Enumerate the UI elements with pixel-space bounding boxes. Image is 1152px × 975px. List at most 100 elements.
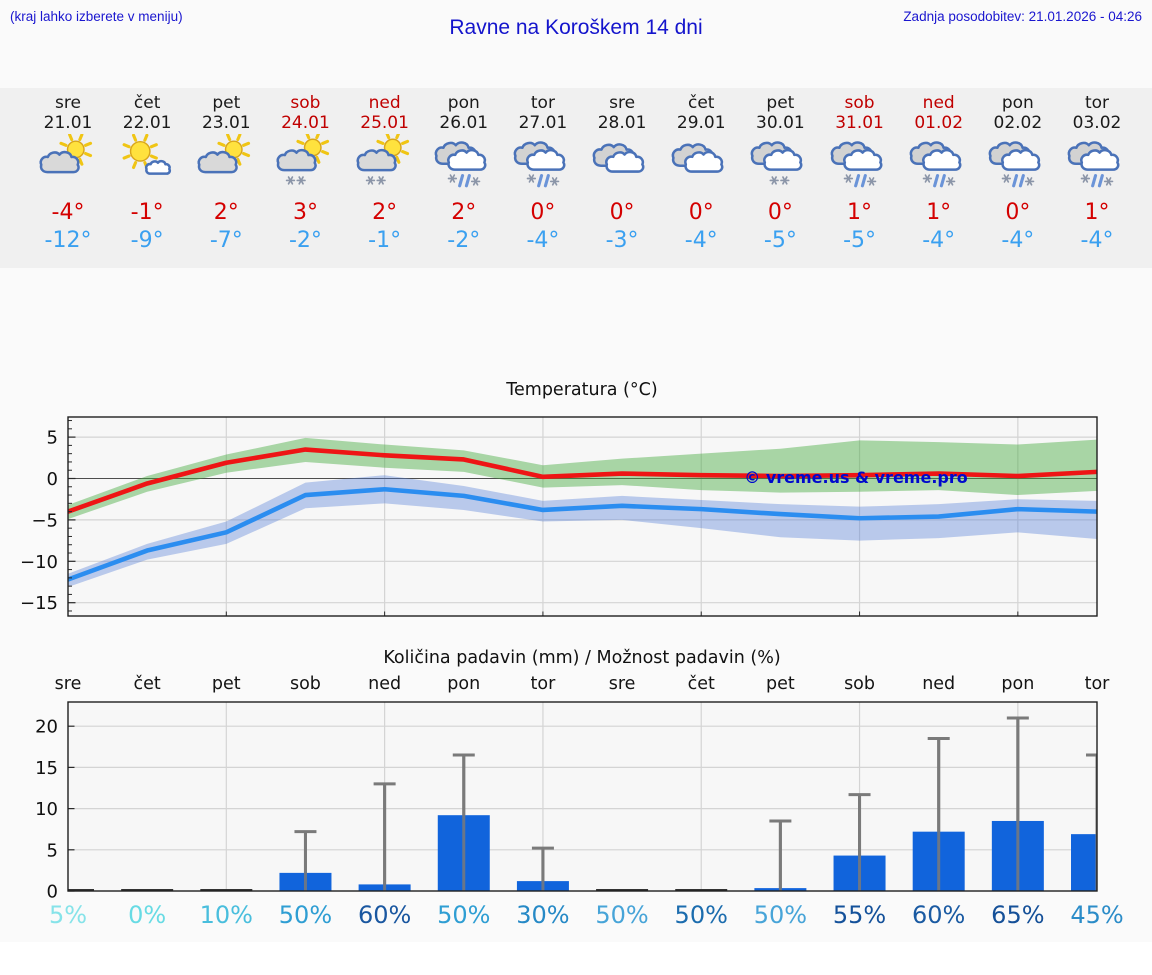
day-name: ned: [368, 93, 401, 113]
temperature-chart: 5 0 −5 −10 −15: [20, 416, 1098, 617]
day-date: 23.01: [201, 113, 251, 133]
temp-ytick-label: 0: [47, 469, 58, 490]
day-name: sob: [290, 93, 321, 113]
weather-icon-clouds: [671, 143, 724, 173]
day-name: sob: [844, 93, 875, 113]
forecast-day-30.01: pet 30.01 0° -5°: [738, 88, 822, 268]
day-date: 01.02: [914, 113, 964, 133]
day-name: pon: [1001, 93, 1034, 113]
low-temp: -4°: [922, 228, 956, 253]
day-name: sre: [609, 93, 636, 113]
precip-day-label: ned: [922, 674, 956, 694]
day-name: pet: [212, 93, 241, 113]
forecast-day-28.01: sre 28.01 0° -3°: [580, 88, 664, 268]
precip-day-label: tor: [530, 674, 556, 694]
day-date: 29.01: [676, 113, 726, 133]
day-date: 25.01: [360, 113, 409, 133]
precip-ytick-label: 0: [47, 882, 58, 903]
precip-probability-value: 10%: [199, 901, 253, 929]
weather-icon-clouds-sleet: [513, 141, 566, 188]
precip-probability-value: 60%: [912, 901, 966, 929]
precip-probability-value: 45%: [1070, 901, 1124, 929]
precipitation-chart: 0 5 10 15 20: [35, 701, 1098, 903]
low-temp: -3°: [605, 228, 639, 253]
forecast-day-24.01: sob 24.01 3° -2°: [263, 88, 347, 268]
high-temp: 0°: [530, 200, 556, 225]
weather-icon-sun-cloud-snow: [356, 131, 409, 185]
high-temp: 0°: [688, 200, 714, 225]
day-date: 30.01: [756, 113, 805, 133]
day-date: 28.01: [597, 113, 647, 133]
weather-icon-clouds-snow: [751, 141, 803, 185]
forecast-day-01.02: ned 01.02 1° -4°: [897, 88, 981, 268]
low-temp: -4°: [684, 228, 718, 253]
day-date: 26.01: [439, 113, 489, 133]
forecast-day-31.01: sob 31.01 1° -5°: [818, 88, 902, 268]
temp-ytick-label: −15: [20, 593, 58, 614]
precip-probability-value: 60%: [357, 901, 412, 929]
temperature-chart-title: Temperatura (°C): [506, 380, 658, 400]
low-temp: -2°: [447, 228, 481, 253]
weather-icon-clouds-sleet: [1067, 141, 1120, 188]
day-name: čet: [133, 93, 161, 113]
day-name: tor: [530, 93, 555, 113]
day-name: sre: [55, 93, 81, 113]
high-temp: 0°: [767, 200, 793, 225]
high-temp: -4°: [51, 200, 85, 225]
high-temp: 2°: [372, 200, 398, 225]
precip-day-label: čet: [133, 674, 161, 694]
menu-hint-note: (kraj lahko izberete v meniju): [10, 9, 183, 24]
precip-day-label: pet: [211, 674, 241, 694]
precip-probability-value: 50%: [437, 901, 491, 929]
weather-icon-sun-small-cloud: [122, 133, 172, 175]
watermark-text: © vreme.us & vreme.pro: [744, 468, 968, 487]
temp-ytick-label: 5: [47, 428, 58, 449]
high-temp: 2°: [451, 200, 477, 225]
precip-day-label: čet: [687, 674, 715, 694]
precip-day-label: sob: [844, 674, 875, 694]
precip-day-label: sre: [608, 674, 636, 694]
forecast-day-22.01: čet 22.01 -1° -9°: [105, 88, 189, 268]
precip-probability-value: 55%: [832, 901, 887, 929]
high-temp: 1°: [847, 200, 873, 225]
day-date: 21.01: [43, 113, 93, 133]
precip-day-label: sre: [54, 674, 82, 694]
low-temp: -1°: [368, 228, 402, 253]
forecast-day-21.01: sre 21.01 -4° -12°: [26, 88, 110, 268]
low-temp: -4°: [1001, 228, 1035, 253]
precip-probability-value: 30%: [516, 901, 570, 929]
precip-day-label: pon: [447, 674, 481, 694]
temp-ytick-label: −10: [20, 552, 58, 573]
low-temp: -7°: [209, 228, 243, 253]
day-name: pet: [766, 93, 795, 113]
high-temp: 2°: [213, 200, 239, 225]
weather-icon-clouds-sleet: [830, 141, 882, 188]
low-temp: -4°: [526, 228, 560, 253]
high-temp: 1°: [1084, 200, 1110, 225]
day-name: pon: [447, 93, 480, 113]
temp-ytick-label: −5: [31, 510, 58, 531]
forecast-days-strip: sre 21.01 -4° -12° čet 22.01 -1° -9° pet 23.01 2° -…: [0, 88, 1152, 268]
weather-icon-clouds-sleet: [909, 141, 962, 188]
high-temp: 0°: [609, 200, 635, 225]
precip-day-label: pet: [766, 674, 795, 694]
weather-icon-clouds-sleet: [988, 141, 1041, 188]
low-temp: -9°: [130, 228, 164, 253]
precip-probability-value: 5%: [48, 901, 88, 929]
forecast-day-26.01: pon 26.01 2° -2°: [422, 88, 506, 268]
forecast-day-23.01: pet 23.01 2° -7°: [184, 88, 268, 268]
high-temp: 1°: [926, 200, 952, 225]
precip-day-label: sob: [289, 674, 321, 694]
day-date: 03.02: [1072, 113, 1122, 133]
low-temp: -5°: [763, 228, 797, 253]
low-temp: -2°: [288, 228, 322, 253]
precip-ytick-label: 5: [47, 840, 58, 861]
bottom-margin: [0, 942, 1152, 975]
precip-probability-value: 0%: [128, 901, 167, 929]
forecast-day-29.01: čet 29.01 0° -4°: [659, 88, 743, 268]
forecast-day-27.01: tor 27.01 0° -4°: [501, 88, 585, 268]
high-temp: 0°: [1005, 200, 1031, 225]
precip-probability-value: 65%: [991, 901, 1045, 929]
